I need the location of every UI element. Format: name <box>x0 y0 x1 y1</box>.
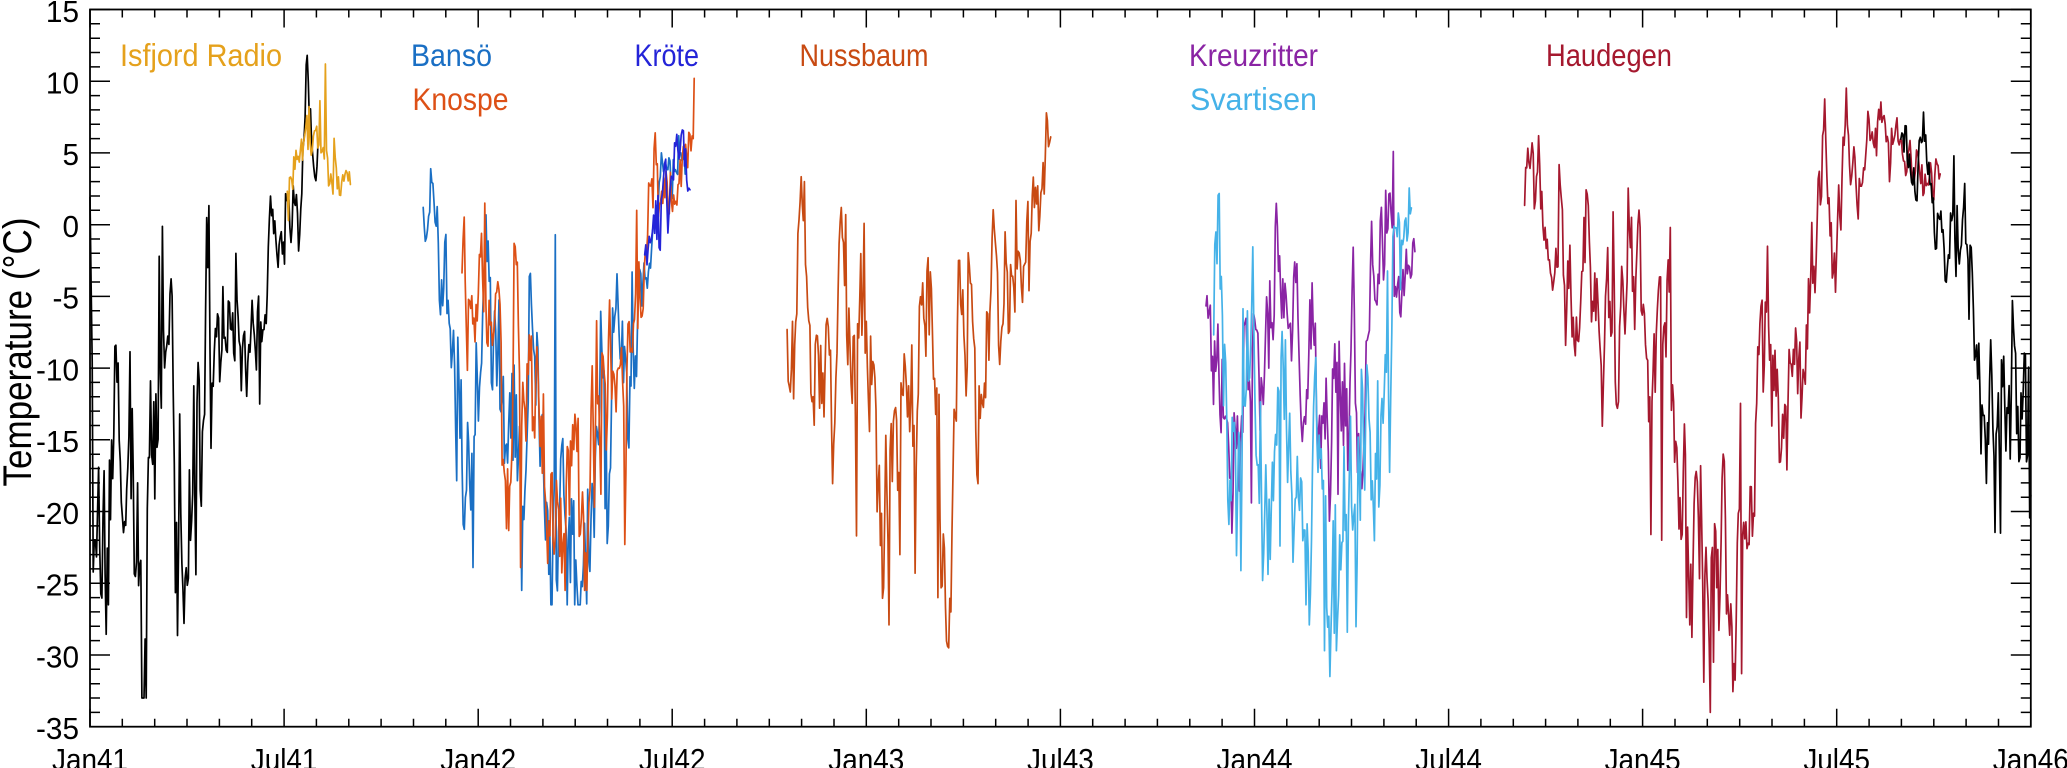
svg-text:Jan45: Jan45 <box>1605 742 1681 768</box>
svg-text:-35: -35 <box>36 711 79 746</box>
svg-text:Temperature (°C): Temperature (°C) <box>0 218 40 487</box>
svg-text:Svartisen: Svartisen <box>1190 81 1317 117</box>
svg-text:Kreuzritter: Kreuzritter <box>1189 37 1318 73</box>
svg-text:Bansö: Bansö <box>411 37 492 73</box>
svg-text:10: 10 <box>46 66 79 101</box>
svg-text:Jul45: Jul45 <box>1803 742 1870 768</box>
svg-text:Jan44: Jan44 <box>1217 742 1293 768</box>
svg-text:Jul44: Jul44 <box>1415 742 1482 768</box>
svg-text:Kröte: Kröte <box>635 37 700 73</box>
svg-text:15: 15 <box>46 0 79 29</box>
svg-text:Jul43: Jul43 <box>1027 742 1094 768</box>
svg-text:Jan43: Jan43 <box>828 742 904 768</box>
svg-text:-10: -10 <box>36 352 79 387</box>
svg-text:-25: -25 <box>36 568 79 603</box>
svg-text:-30: -30 <box>36 639 79 674</box>
svg-text:5: 5 <box>63 137 80 172</box>
svg-text:-20: -20 <box>36 496 79 531</box>
svg-text:-5: -5 <box>53 281 80 316</box>
svg-text:Jul41: Jul41 <box>251 742 318 768</box>
svg-text:Jan42: Jan42 <box>440 742 516 768</box>
svg-text:Knospe: Knospe <box>413 81 509 117</box>
svg-text:Haudegen: Haudegen <box>1546 37 1672 73</box>
svg-text:Jan41: Jan41 <box>52 742 128 768</box>
svg-text:Nussbaum: Nussbaum <box>800 37 929 73</box>
svg-text:-15: -15 <box>36 424 79 459</box>
svg-text:0: 0 <box>63 209 80 244</box>
svg-text:Jan46: Jan46 <box>1993 742 2067 768</box>
svg-text:Isfjord Radio: Isfjord Radio <box>120 37 282 73</box>
svg-text:Jul42: Jul42 <box>639 742 706 768</box>
